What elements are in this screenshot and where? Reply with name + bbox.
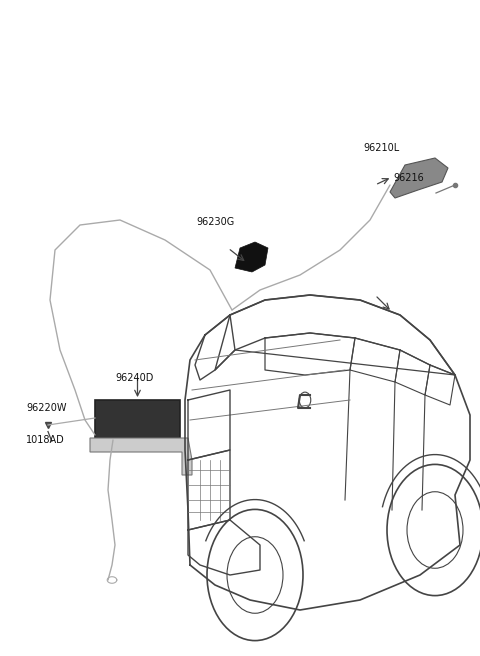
Polygon shape [235,242,268,272]
Text: 96210L: 96210L [363,143,399,153]
Polygon shape [90,438,192,475]
Polygon shape [390,158,448,198]
Text: 96216: 96216 [393,173,424,183]
Text: 96240D: 96240D [115,373,154,383]
Text: 96220W: 96220W [26,403,67,413]
FancyBboxPatch shape [95,400,180,438]
Text: 1018AD: 1018AD [26,435,65,445]
Text: 96230G: 96230G [196,217,234,227]
